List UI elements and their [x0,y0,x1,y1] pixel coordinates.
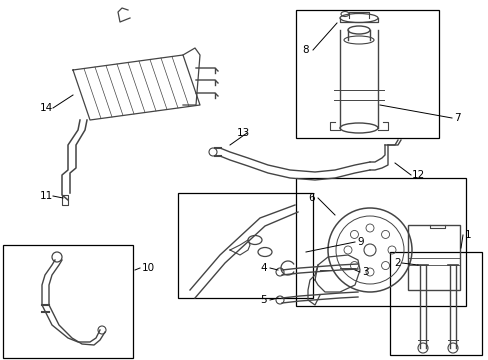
Text: 8: 8 [302,45,308,55]
Bar [389,252,481,355]
Text: 3: 3 [361,267,368,277]
Text: 11: 11 [40,191,53,201]
Text: 13: 13 [237,128,250,138]
Text: 6: 6 [307,193,314,203]
Text: 10: 10 [142,263,155,273]
Text: 9: 9 [356,237,363,247]
Text: 2: 2 [393,258,400,268]
Bar [295,178,465,306]
Text: 5: 5 [260,295,266,305]
Bar [407,225,459,290]
Bar [178,193,312,298]
Text: 12: 12 [411,170,425,180]
Bar [295,10,438,138]
Text: 14: 14 [40,103,53,113]
Text: 7: 7 [453,113,460,123]
Bar [3,245,133,358]
Text: 4: 4 [260,263,266,273]
Text: 1: 1 [464,230,470,240]
